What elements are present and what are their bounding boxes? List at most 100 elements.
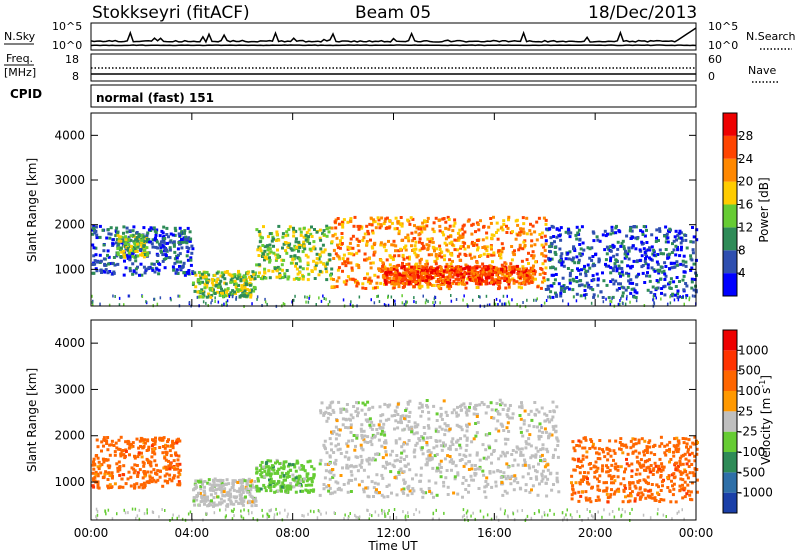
echo-cell — [201, 275, 205, 279]
echo-cell — [142, 464, 146, 468]
echo-cell — [676, 248, 680, 252]
echo-cell — [214, 491, 218, 495]
echo-cell — [331, 234, 335, 238]
echo-cell — [331, 408, 335, 412]
echo-cell — [448, 281, 452, 285]
echo-cell — [108, 453, 112, 457]
echo-cell — [234, 292, 237, 296]
echo-cell — [490, 461, 493, 465]
echo-cell — [474, 472, 478, 476]
echo-cell — [459, 404, 462, 408]
echo-cell — [257, 263, 261, 267]
echo-cell — [540, 453, 544, 457]
echo-cell — [496, 419, 500, 423]
echo-cell — [106, 464, 110, 468]
echo-cell — [288, 468, 292, 472]
echo-cell — [616, 465, 620, 469]
echo-cell — [367, 456, 371, 460]
echo-cell — [341, 269, 344, 273]
echo-cell — [135, 482, 139, 486]
echo-cell — [479, 270, 483, 274]
echo-cell — [685, 442, 689, 446]
echo-cell — [464, 263, 468, 267]
echo-cell — [425, 461, 429, 465]
echo-cell — [519, 426, 523, 430]
echo-cell — [543, 458, 547, 462]
echo-cell — [369, 279, 373, 283]
echo-cell — [306, 237, 310, 241]
echo-cell — [620, 285, 624, 289]
echo-cell — [276, 460, 279, 464]
echo-cell — [252, 485, 256, 489]
echo-cell — [396, 402, 400, 406]
echo-cell — [298, 265, 302, 269]
echo-cell — [116, 466, 120, 470]
echo-cell — [484, 247, 488, 251]
echo-cell — [540, 479, 544, 483]
echo-cell — [501, 228, 505, 232]
echo-cell — [453, 477, 457, 481]
echo-cell — [443, 254, 447, 258]
echo-cell — [350, 479, 354, 482]
echo-cell — [432, 284, 436, 287]
echo-cell — [203, 498, 207, 501]
echo-cell — [552, 483, 555, 486]
echo-cell — [139, 253, 142, 257]
echo-cell — [415, 441, 419, 445]
echo-cell — [135, 250, 139, 253]
echo-cell — [442, 484, 446, 488]
echo-cell — [395, 493, 399, 497]
echo-cell — [397, 473, 401, 476]
echo-cell — [331, 475, 335, 479]
echo-cell — [513, 474, 517, 478]
ground-scatter-cell — [145, 300, 147, 304]
nsky-right-tick-top: 10^5 — [708, 20, 738, 33]
echo-cell — [575, 255, 579, 259]
echo-cell — [517, 248, 521, 252]
echo-cell — [633, 290, 637, 294]
echo-cell — [116, 469, 120, 473]
echo-cell — [284, 241, 288, 245]
echo-cell — [349, 261, 353, 265]
echo-cell — [621, 451, 625, 455]
echo-cell — [338, 246, 342, 250]
echo-cell — [568, 281, 572, 285]
echo-cell — [574, 481, 578, 485]
echo-cell — [579, 272, 582, 276]
echo-cell — [180, 232, 184, 236]
echo-cell — [240, 488, 244, 492]
echo-cell — [446, 215, 450, 219]
echo-cell — [688, 453, 692, 457]
echo-cell — [364, 287, 368, 290]
echo-cell — [490, 408, 494, 412]
echo-cell — [136, 473, 140, 477]
echo-cell — [427, 244, 431, 248]
echo-cell — [155, 267, 159, 271]
echo-cell — [274, 258, 278, 262]
echo-cell — [322, 483, 326, 486]
echo-cell — [204, 499, 208, 503]
echo-cell — [637, 491, 641, 495]
echo-cell — [149, 464, 153, 468]
echo-cell — [656, 491, 659, 495]
echo-cell — [481, 238, 485, 242]
echo-cell — [514, 450, 518, 454]
echo-cell — [231, 479, 235, 483]
echo-cell — [140, 483, 144, 487]
echo-cell — [568, 271, 572, 275]
echo-cell — [482, 224, 486, 228]
echo-cell — [485, 249, 489, 253]
echo-cell — [424, 491, 428, 495]
echo-cell — [263, 256, 267, 259]
echo-cell — [541, 262, 545, 266]
echo-cell — [474, 275, 477, 279]
ground-scatter-cell — [118, 296, 121, 300]
echo-cell — [583, 471, 586, 474]
echo-cell — [413, 276, 416, 280]
echo-cell — [398, 437, 402, 441]
echo-cell — [341, 223, 344, 227]
echo-cell — [306, 278, 310, 282]
echo-cell — [218, 285, 222, 289]
echo-cell — [484, 495, 488, 499]
echo-cell — [584, 293, 588, 296]
